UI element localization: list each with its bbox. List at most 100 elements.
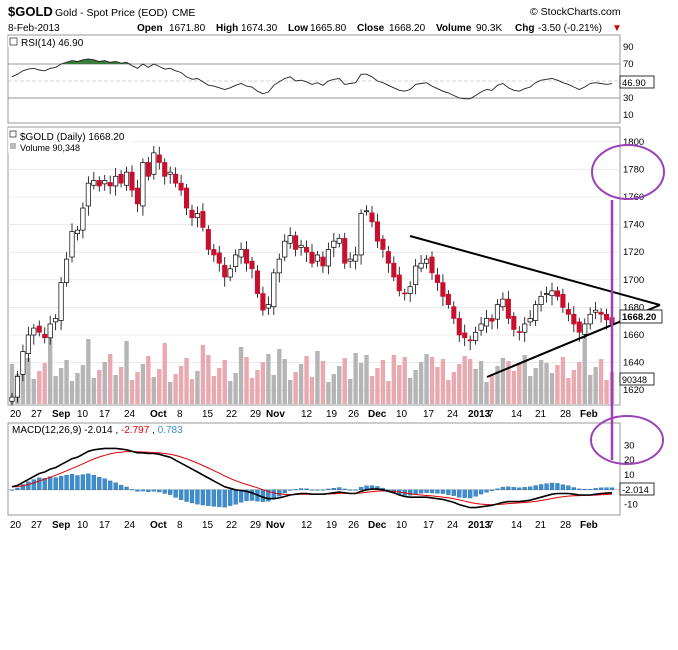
- x-tick-label: Feb: [580, 409, 598, 420]
- macd-hist-bar: [418, 489, 424, 494]
- price-tick-label: 1680: [623, 302, 644, 313]
- macd-panel: MACD(12,26,9) -2.014 , -2.797 , 0.783 30…: [7, 422, 655, 516]
- macd-hist-bar: [429, 489, 435, 494]
- volume-bar: [495, 366, 500, 404]
- volume-bar: [484, 382, 489, 404]
- macd-hist-bar: [124, 486, 129, 490]
- candle-body: [560, 293, 566, 308]
- volume-bar: [418, 362, 424, 404]
- macd-hist-bar: [604, 487, 609, 490]
- macd-hist-bar: [522, 487, 527, 490]
- close-value: 1668.20: [389, 23, 426, 34]
- rsi-panel: RSI(14) 46.90 9070503010 46.90: [7, 34, 655, 124]
- close-label: Close: [357, 23, 385, 34]
- candle-body: [96, 180, 102, 187]
- x-tick-label: 10: [396, 520, 408, 531]
- candle-body: [293, 235, 299, 250]
- candle-body: [91, 180, 97, 186]
- volume-bar: [86, 339, 91, 404]
- rsi-overbought-fill: [12, 58, 612, 64]
- candle-body: [325, 249, 331, 267]
- candle-body: [603, 313, 610, 321]
- candle-body: [554, 290, 561, 297]
- volume-bar: [309, 377, 315, 404]
- macd-hist-bar: [282, 489, 287, 494]
- candle-body: [156, 154, 162, 163]
- candle-body: [276, 258, 282, 274]
- candle-body: [385, 251, 391, 264]
- candle-body: [102, 180, 108, 185]
- macd-hist-bar: [26, 481, 31, 490]
- macd-hist-bar: [178, 489, 184, 500]
- macd-hist-bar: [53, 477, 58, 490]
- candle-body: [522, 323, 528, 333]
- macd-hist-bar: [538, 484, 544, 490]
- volume-bar: [429, 357, 435, 404]
- candle-body: [205, 229, 211, 250]
- macd-hist-bar: [266, 489, 271, 502]
- candle-body: [118, 173, 124, 184]
- volume-label: Volume: [436, 23, 472, 34]
- macd-hist-bar: [97, 476, 102, 490]
- volume-bar: [238, 347, 244, 404]
- macd-hist-bar: [353, 489, 358, 491]
- volume-bar: [413, 370, 418, 404]
- volume-bar: [544, 363, 549, 404]
- candle-body: [53, 318, 59, 323]
- volume-bar: [287, 380, 293, 404]
- macd-hist-bar: [37, 477, 42, 490]
- macd-hist-bar: [517, 487, 522, 490]
- candle-body: [63, 258, 70, 283]
- volume-bar: [91, 378, 97, 404]
- volume-bar: [598, 359, 604, 404]
- volume-bar: [178, 366, 184, 404]
- candle-body: [74, 229, 81, 234]
- macd-hist-bar: [288, 489, 293, 491]
- macd-hist-bar: [598, 487, 604, 490]
- chg-value: -3.50 (-0.21%): [538, 23, 602, 34]
- candle-body: [42, 333, 48, 339]
- volume-bar: [440, 359, 446, 404]
- volume-bar: [189, 379, 195, 404]
- price-tick-label: 1780: [623, 164, 644, 175]
- volume-bar: [277, 349, 282, 404]
- macd-hist-bar: [20, 484, 26, 490]
- volume-bar: [571, 370, 577, 404]
- macd-hist-bar: [69, 474, 75, 490]
- x-tick-label: 17: [99, 409, 111, 420]
- price-tick-label: 1720: [623, 247, 644, 258]
- macd-hist-bar: [462, 489, 467, 498]
- candle-body: [129, 171, 135, 191]
- volume-bar: [511, 371, 517, 404]
- candle-body: [320, 256, 326, 267]
- candle-body: [69, 231, 75, 258]
- candle-body: [47, 323, 53, 339]
- x-tick-label: 28: [560, 409, 572, 420]
- x-tick-label: 27: [31, 409, 43, 420]
- candle-body: [353, 254, 359, 262]
- rsi-tick-label: 70: [623, 59, 634, 70]
- chart-date: 8-Feb-2013: [8, 23, 60, 34]
- candle-body: [402, 292, 408, 295]
- x-tick-label: 7: [488, 520, 494, 531]
- macd-hist-bar: [484, 489, 489, 493]
- x-tick-label: 20: [10, 409, 22, 420]
- volume-bar: [64, 360, 69, 404]
- macd-hist-bar: [320, 489, 326, 491]
- candle-body: [576, 321, 582, 333]
- candle-body: [533, 304, 539, 321]
- candle-body: [413, 265, 419, 285]
- volume-bar: [80, 365, 86, 404]
- volume-bar: [473, 369, 478, 404]
- volume-bar: [69, 381, 75, 404]
- macd-tick-label: 10: [624, 470, 635, 481]
- price-tick-label: 1740: [623, 220, 644, 231]
- volume-bar: [195, 371, 200, 404]
- open-value: 1671.80: [169, 23, 206, 34]
- macd-hist-bar: [140, 489, 146, 492]
- macd-hist-bar: [293, 489, 298, 491]
- volume-bar: [489, 374, 495, 404]
- candle-body: [505, 298, 511, 319]
- macd-hist-bar: [217, 489, 222, 507]
- candle-body: [298, 244, 304, 248]
